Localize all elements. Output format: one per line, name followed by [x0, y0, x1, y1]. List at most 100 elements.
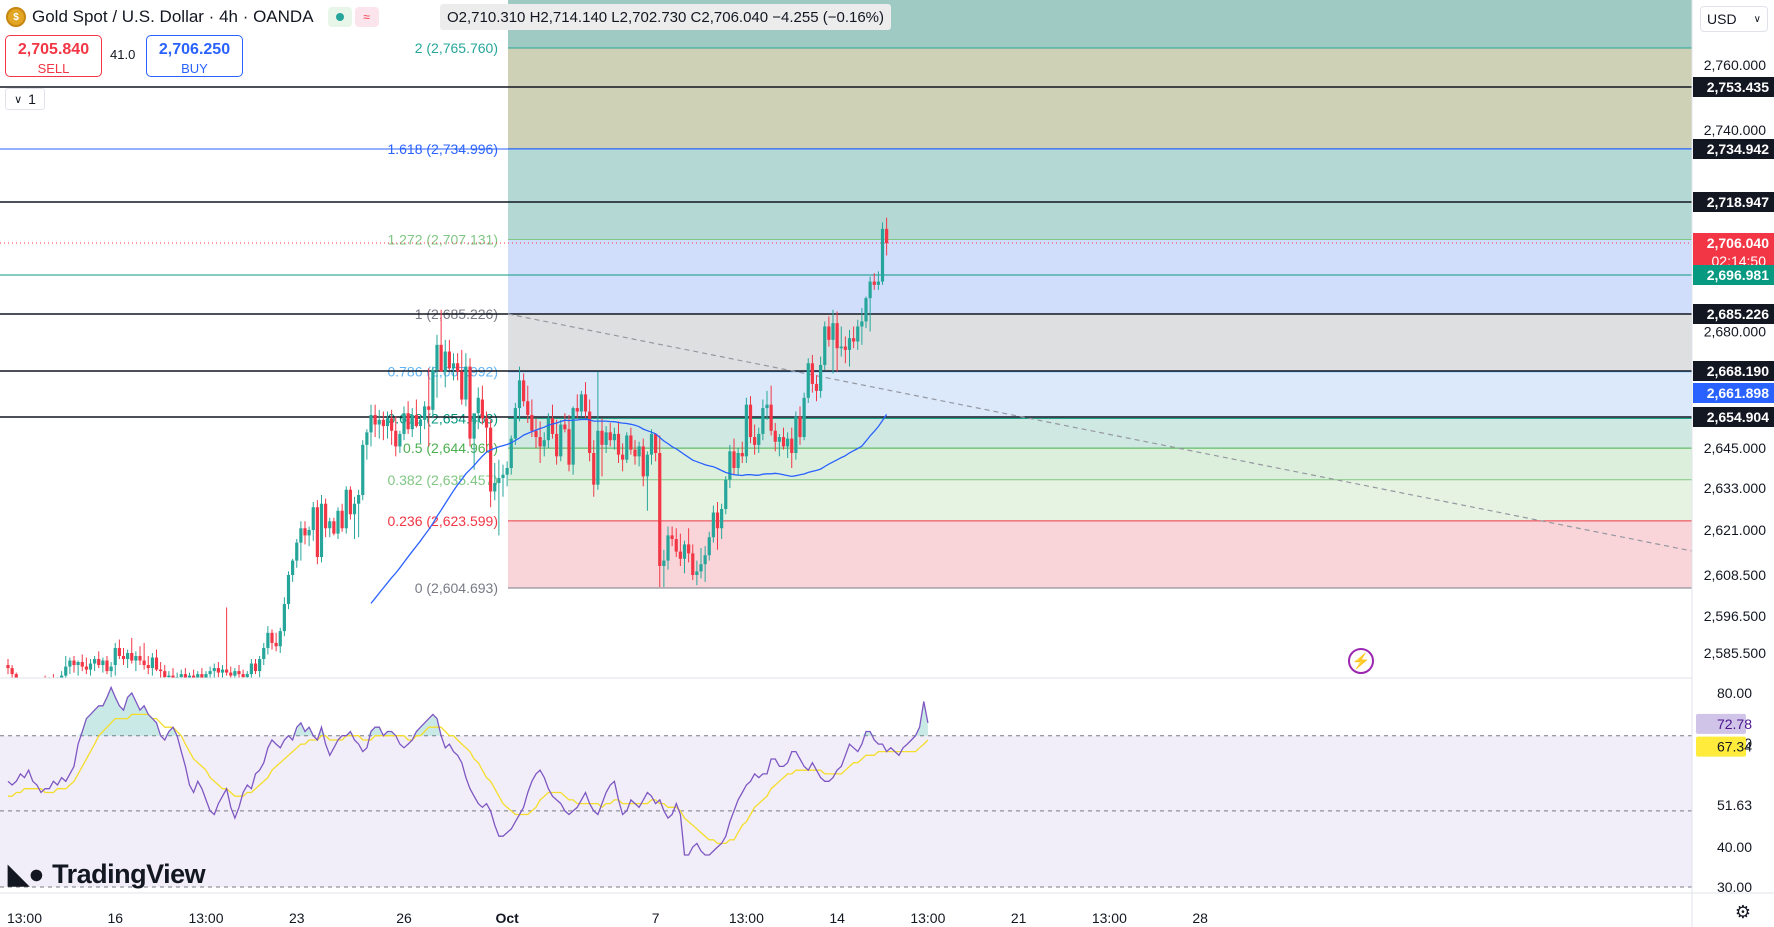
candle-body [35, 686, 38, 689]
candle-body [616, 433, 621, 455]
candle-body [522, 380, 526, 402]
trendline [507, 313, 1692, 552]
candle-body [352, 503, 357, 515]
candle-body [200, 674, 204, 678]
rsi-value-badge [1696, 736, 1746, 757]
candle-body [237, 671, 241, 675]
fib-zone-3 [508, 239, 1692, 314]
candle-body [753, 437, 757, 445]
candle-body [472, 413, 476, 439]
rsi-line [7, 685, 929, 856]
candle-body [740, 453, 744, 457]
candle-body [93, 659, 97, 664]
candle-body [666, 535, 670, 561]
symbol-header[interactable]: $ Gold Spot / U.S. Dollar · 4h · OANDA ≈ [6, 4, 379, 30]
candle-body [52, 680, 55, 683]
candle-body [262, 647, 266, 660]
candle-body [517, 380, 522, 409]
candle-body [266, 632, 270, 648]
candle-body [361, 444, 365, 495]
candle-body [229, 672, 233, 676]
candle-body [159, 669, 163, 672]
rsi-pane [0, 685, 1692, 888]
candle-body [781, 437, 786, 447]
candle-body [526, 401, 530, 415]
candle-body [629, 435, 633, 450]
candle-body [476, 397, 480, 414]
buy-button[interactable]: 2,706.250 BUY [146, 35, 243, 77]
candle-body [348, 489, 352, 515]
rsi-tick-label: 51.63 [1717, 797, 1752, 813]
fib-zone-4 [508, 314, 1692, 372]
candle-body [798, 416, 802, 438]
price-badge-label: 2,685.226 [1707, 306, 1769, 322]
candle-body [418, 419, 423, 427]
rsi-value-label: 72.78 [1717, 716, 1752, 732]
price-badge [1693, 139, 1774, 159]
candle-body [658, 453, 662, 566]
gold-coin-icon: $ [6, 7, 26, 27]
candle-body [150, 657, 154, 669]
candle-body [179, 674, 183, 678]
price-tick-label: 2,608.500 [1704, 567, 1766, 583]
fib-zone-8 [508, 479, 1692, 521]
time-tick-label: 13:00 [729, 910, 764, 926]
fib-level-label: 1.272 (2,707.131) [387, 232, 498, 248]
candle-body [146, 665, 150, 669]
buy-price: 2,706.250 [158, 41, 231, 58]
candle-body [757, 433, 761, 445]
candle-body [831, 323, 835, 340]
delayed-data-icon[interactable]: ≈ [354, 7, 379, 27]
candle-body [823, 326, 827, 365]
fib-zone-1 [508, 48, 1692, 149]
candle-body [241, 674, 245, 678]
price-tick-label: 2,633.000 [1704, 480, 1766, 496]
candle-body [645, 454, 649, 477]
candle-body [109, 666, 113, 672]
candle-body [678, 551, 682, 559]
candle-body [625, 435, 629, 460]
candle-body [711, 512, 715, 538]
fib-level-label: 0.236 (2,623.599) [387, 513, 498, 529]
price-badge [1693, 304, 1774, 324]
candle-body [724, 479, 728, 509]
currency-selector[interactable]: USD ∨ [1700, 6, 1768, 32]
candle-body [633, 449, 637, 457]
market-status[interactable]: ≈ [327, 7, 379, 27]
candle-body [76, 662, 80, 666]
gear-icon[interactable]: ⚙ [1734, 901, 1752, 922]
indicators-collapse-button[interactable]: ∨ 1 [5, 88, 45, 110]
candle-body [559, 424, 563, 457]
rsi-value-badge [1696, 713, 1746, 734]
candle-body [654, 433, 658, 453]
candle-body [827, 326, 831, 340]
candle-body [121, 656, 126, 660]
candle-body [278, 631, 282, 647]
candle-body [274, 642, 278, 647]
candle-body [687, 544, 691, 554]
candle-body [138, 656, 142, 661]
candle-body [563, 424, 567, 430]
candle-body [464, 366, 468, 400]
candle-body [414, 414, 418, 427]
candle-body [291, 560, 295, 575]
sell-button[interactable]: 2,705.840 SELL [5, 35, 102, 77]
tradingview-logo[interactable]: ◣● TradingView [8, 858, 206, 890]
candle-body [608, 432, 612, 441]
candle-body [14, 674, 18, 678]
market-open-icon[interactable] [327, 7, 352, 27]
candle-body [720, 509, 724, 529]
candle-body [843, 346, 847, 350]
candle-body [509, 438, 513, 468]
candle-body [736, 453, 740, 468]
fib-level-label: 2 (2,765.760) [415, 40, 498, 56]
candle-body [44, 682, 47, 685]
candle-body [427, 406, 431, 410]
lightning-icon[interactable]: ⚡ [1348, 648, 1374, 674]
candle-body [641, 446, 645, 477]
candle-body [460, 371, 464, 400]
candle-body [410, 414, 414, 430]
candle-body [856, 326, 860, 342]
candle-body [864, 298, 868, 322]
